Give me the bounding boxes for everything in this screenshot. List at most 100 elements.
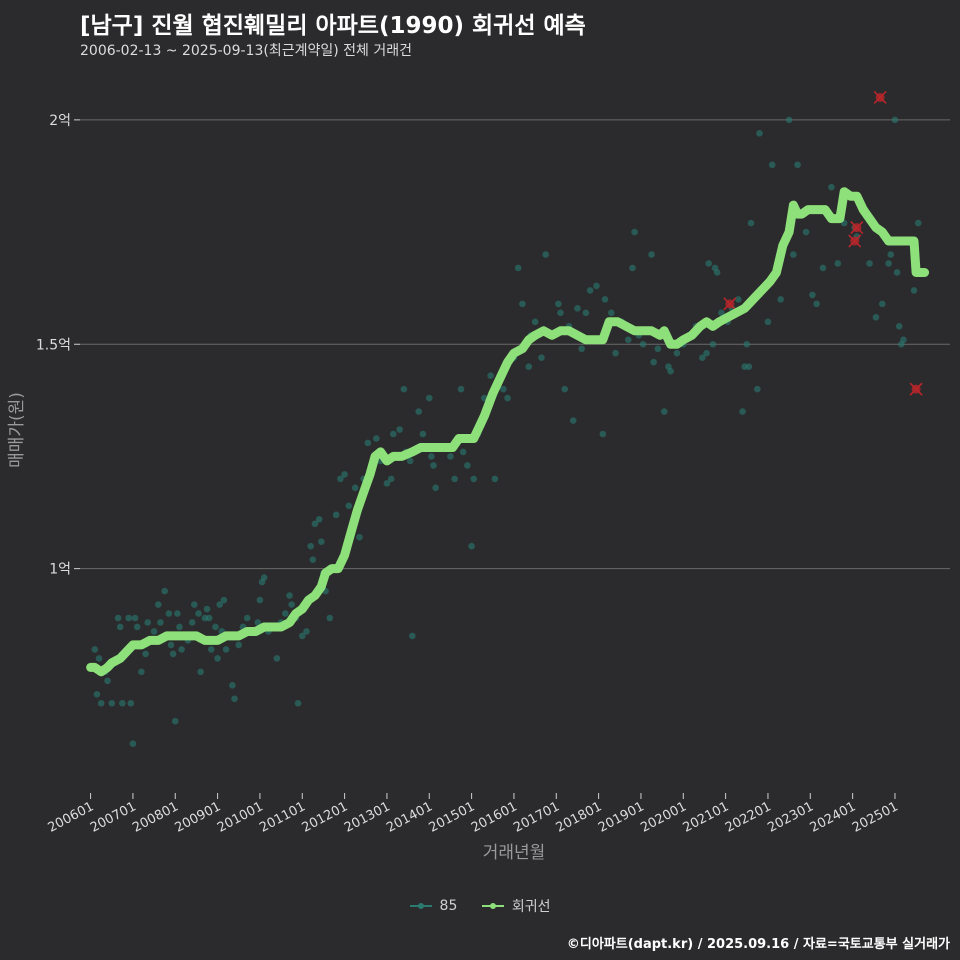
- data-point: [108, 699, 116, 707]
- y-axis: 1억 1.5억 2억: [36, 113, 80, 578]
- data-point: [900, 336, 907, 344]
- data-point: [235, 641, 243, 649]
- legend-item-regression: 회귀선: [481, 896, 551, 916]
- x-tick-label: 202201: [723, 799, 774, 836]
- data-point: [256, 596, 264, 604]
- data-point: [555, 300, 562, 308]
- legend-key-85-icon: [409, 898, 432, 914]
- data-point: [161, 587, 168, 595]
- data-point: [351, 484, 359, 492]
- data-point: [356, 533, 363, 541]
- data-point: [409, 632, 416, 640]
- data-point: [212, 623, 219, 631]
- excluded-point-cross: [723, 297, 737, 311]
- data-point: [91, 646, 99, 653]
- data-point: [167, 641, 175, 649]
- data-point: [260, 574, 268, 581]
- data-point: [878, 300, 886, 308]
- data-point: [673, 349, 681, 357]
- data-point: [464, 462, 471, 469]
- excluded-point-cross: [873, 90, 887, 105]
- data-point: [542, 251, 549, 258]
- x-tick-label: 200901: [173, 799, 224, 836]
- data-point: [207, 646, 215, 653]
- data-point: [624, 336, 632, 344]
- data-point: [298, 632, 306, 640]
- x-tick-label: 201201: [300, 799, 351, 836]
- data-point: [525, 363, 533, 370]
- data-point: [176, 623, 183, 631]
- data-point: [608, 309, 615, 317]
- data-point: [914, 219, 922, 227]
- source-credit: ©디아파트(dapt.kr) / 2025.09.16 / 자료=국토교통부 실…: [566, 937, 950, 952]
- data-point: [203, 605, 211, 613]
- data-point: [459, 448, 467, 456]
- data-point: [500, 385, 507, 393]
- data-point: [809, 291, 816, 299]
- data-point: [893, 269, 901, 276]
- data-point: [205, 614, 213, 622]
- data-point: [703, 349, 710, 357]
- data-point: [718, 309, 725, 317]
- data-point: [315, 515, 323, 523]
- data-point: [195, 610, 202, 617]
- data-point: [667, 367, 674, 375]
- data-point: [735, 296, 742, 303]
- data-point: [756, 130, 763, 137]
- data-point: [754, 385, 761, 393]
- regression-line: [86, 187, 930, 677]
- data-point: [303, 628, 310, 635]
- data-point: [705, 260, 712, 267]
- data-point: [470, 475, 478, 483]
- x-tick-label: 201701: [511, 799, 562, 836]
- data-point: [895, 323, 903, 330]
- data-point: [639, 340, 647, 348]
- data-point: [326, 614, 334, 622]
- legend-label-regression: 회귀선: [511, 899, 551, 915]
- data-point: [747, 219, 755, 227]
- data-point: [834, 260, 842, 267]
- y-tick-label: 1억: [49, 562, 71, 578]
- excluded-point-cross: [848, 234, 862, 248]
- data-point: [396, 426, 403, 433]
- x-tick-label: 201501: [427, 799, 478, 836]
- data-point: [790, 251, 797, 258]
- data-point: [133, 623, 141, 631]
- regression-line-group: [86, 187, 930, 677]
- data-point: [318, 538, 325, 545]
- data-point: [451, 475, 458, 483]
- data-point: [332, 511, 340, 519]
- data-point: [178, 646, 185, 653]
- data-point: [131, 614, 139, 622]
- chart-subtitle: 2006-02-13 ~ 2025-09-13(최근계약일) 전체 거래건: [80, 43, 412, 59]
- legend: 85 회귀선: [0, 896, 960, 918]
- data-point: [447, 453, 454, 460]
- data-point: [569, 417, 577, 424]
- data-point: [171, 717, 179, 725]
- data-point: [341, 471, 348, 478]
- data-point: [114, 614, 122, 622]
- data-point: [286, 592, 293, 599]
- data-point: [104, 677, 111, 685]
- data-point: [593, 282, 600, 290]
- data-point: [582, 309, 590, 317]
- data-point: [739, 408, 746, 415]
- data-point: [419, 430, 427, 438]
- data-point: [504, 394, 511, 402]
- data-point: [155, 601, 162, 608]
- x-tick-label: 202401: [808, 799, 859, 836]
- data-point: [389, 430, 397, 438]
- data-point: [97, 699, 105, 707]
- data-point: [631, 228, 638, 236]
- data-point: [557, 309, 564, 317]
- data-point: [273, 655, 281, 662]
- data-point: [586, 287, 594, 294]
- data-point: [794, 161, 801, 169]
- data-point: [538, 354, 545, 362]
- x-tick-label: 200601: [46, 799, 97, 836]
- data-point: [654, 345, 662, 353]
- data-point: [231, 695, 238, 703]
- data-point: [307, 542, 315, 550]
- x-tick-label: 201001: [215, 799, 266, 836]
